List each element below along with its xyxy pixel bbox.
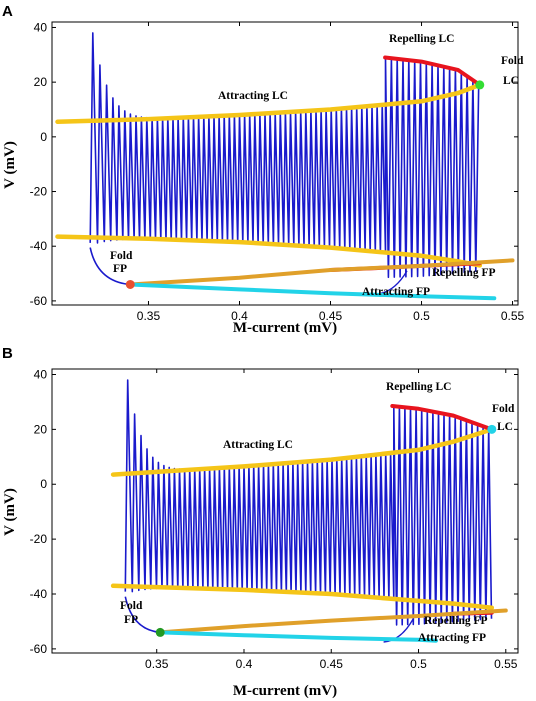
- x-tick-label: 0.35: [137, 309, 161, 323]
- series-line: [383, 55, 482, 87]
- label-repelling-lc: Repelling LC: [389, 33, 455, 45]
- panel-letter: A: [2, 3, 13, 20]
- series-layer: [55, 55, 515, 301]
- label-fold-lc-1: Fold: [492, 403, 515, 415]
- y-tick-label: -40: [30, 239, 48, 253]
- fold-point-marker: [475, 80, 485, 90]
- label-fold-fp-2: FP: [113, 263, 127, 275]
- panel-a: A 0.35 0.4 0.45 0.5 0.55 40 20 0 -20 -40 -60 M-cur…: [2, 3, 525, 336]
- x-tick-label: 0.35: [145, 657, 169, 671]
- y-tick-label: 20: [34, 75, 48, 89]
- y-tick-label: -20: [30, 532, 48, 546]
- x-tick-label: 0.45: [320, 657, 344, 671]
- label-attracting-fp: Attracting FP: [362, 286, 430, 298]
- y-tick-label: -60: [30, 294, 48, 308]
- trajectory-drop: [383, 618, 414, 643]
- panel-letter: B: [2, 345, 13, 362]
- series-line: [55, 82, 483, 125]
- series-line: [110, 427, 495, 477]
- series-line: [390, 404, 494, 432]
- y-axis-title: V (mV): [2, 141, 18, 189]
- label-fold-lc-2: LC: [503, 75, 519, 87]
- label-fold-lc-1: Fold: [501, 55, 524, 67]
- trajectory-path: [89, 32, 480, 279]
- ticks-layer: 0.35 0.4 0.45 0.5 0.55 40 20 0 -20 -40 -60: [30, 367, 518, 671]
- panel-b: B 0.35 0.4 0.45 0.5 0.55 40 20 0 -20 -40 -60 M-cur…: [2, 345, 519, 699]
- ticks-layer: 0.35 0.4 0.45 0.5 0.55 40 20 0 -20 -40 -60: [30, 20, 525, 323]
- series-layer: [110, 404, 508, 643]
- label-attracting-lc: Attracting LC: [218, 90, 288, 102]
- plot-frame: [51, 21, 519, 306]
- fold-point-marker: [487, 424, 497, 434]
- x-axis-title: M-current (mV): [233, 683, 337, 699]
- plot-frame: [51, 368, 519, 654]
- y-tick-label: 40: [34, 367, 48, 381]
- y-axis-title: V (mV): [2, 488, 18, 536]
- y-tick-label: 0: [40, 130, 47, 144]
- label-repelling-fp: Repelling FP: [432, 267, 496, 279]
- x-tick-label: 0.55: [501, 309, 525, 323]
- y-tick-label: -60: [30, 642, 48, 656]
- series-line: [158, 608, 508, 635]
- label-repelling-lc: Repelling LC: [386, 381, 452, 393]
- y-tick-label: 20: [34, 422, 48, 436]
- series-line: [128, 282, 497, 301]
- trajectory-tail: [89, 247, 131, 286]
- label-attracting-fp: Attracting FP: [418, 632, 486, 644]
- trajectory-tail: [124, 596, 161, 634]
- series-line: [110, 583, 495, 610]
- y-tick-label: -40: [30, 587, 48, 601]
- fold-point-marker: [155, 627, 165, 637]
- label-fold-lc-2: LC: [497, 421, 513, 433]
- y-tick-label: 0: [40, 477, 47, 491]
- label-fold-fp-1: Fold: [110, 250, 133, 262]
- x-tick-label: 0.5: [413, 309, 430, 323]
- x-tick-label: 0.4: [231, 309, 248, 323]
- x-axis-title: M-current (mV): [233, 320, 337, 336]
- label-attracting-lc: Attracting LC: [223, 439, 293, 451]
- x-tick-label: 0.4: [236, 657, 253, 671]
- label-fold-fp-2: FP: [124, 614, 138, 626]
- label-repelling-fp: Repelling FP: [424, 615, 488, 627]
- series-line: [158, 630, 438, 643]
- x-tick-label: 0.55: [494, 657, 518, 671]
- y-tick-label: 40: [34, 20, 48, 34]
- y-tick-label: -20: [30, 185, 48, 199]
- x-tick-label: 0.45: [319, 309, 343, 323]
- series-line: [128, 258, 515, 287]
- label-fold-fp-1: Fold: [120, 600, 143, 612]
- series-line: [55, 234, 483, 268]
- fold-point-marker: [125, 279, 135, 289]
- x-tick-label: 0.5: [410, 657, 427, 671]
